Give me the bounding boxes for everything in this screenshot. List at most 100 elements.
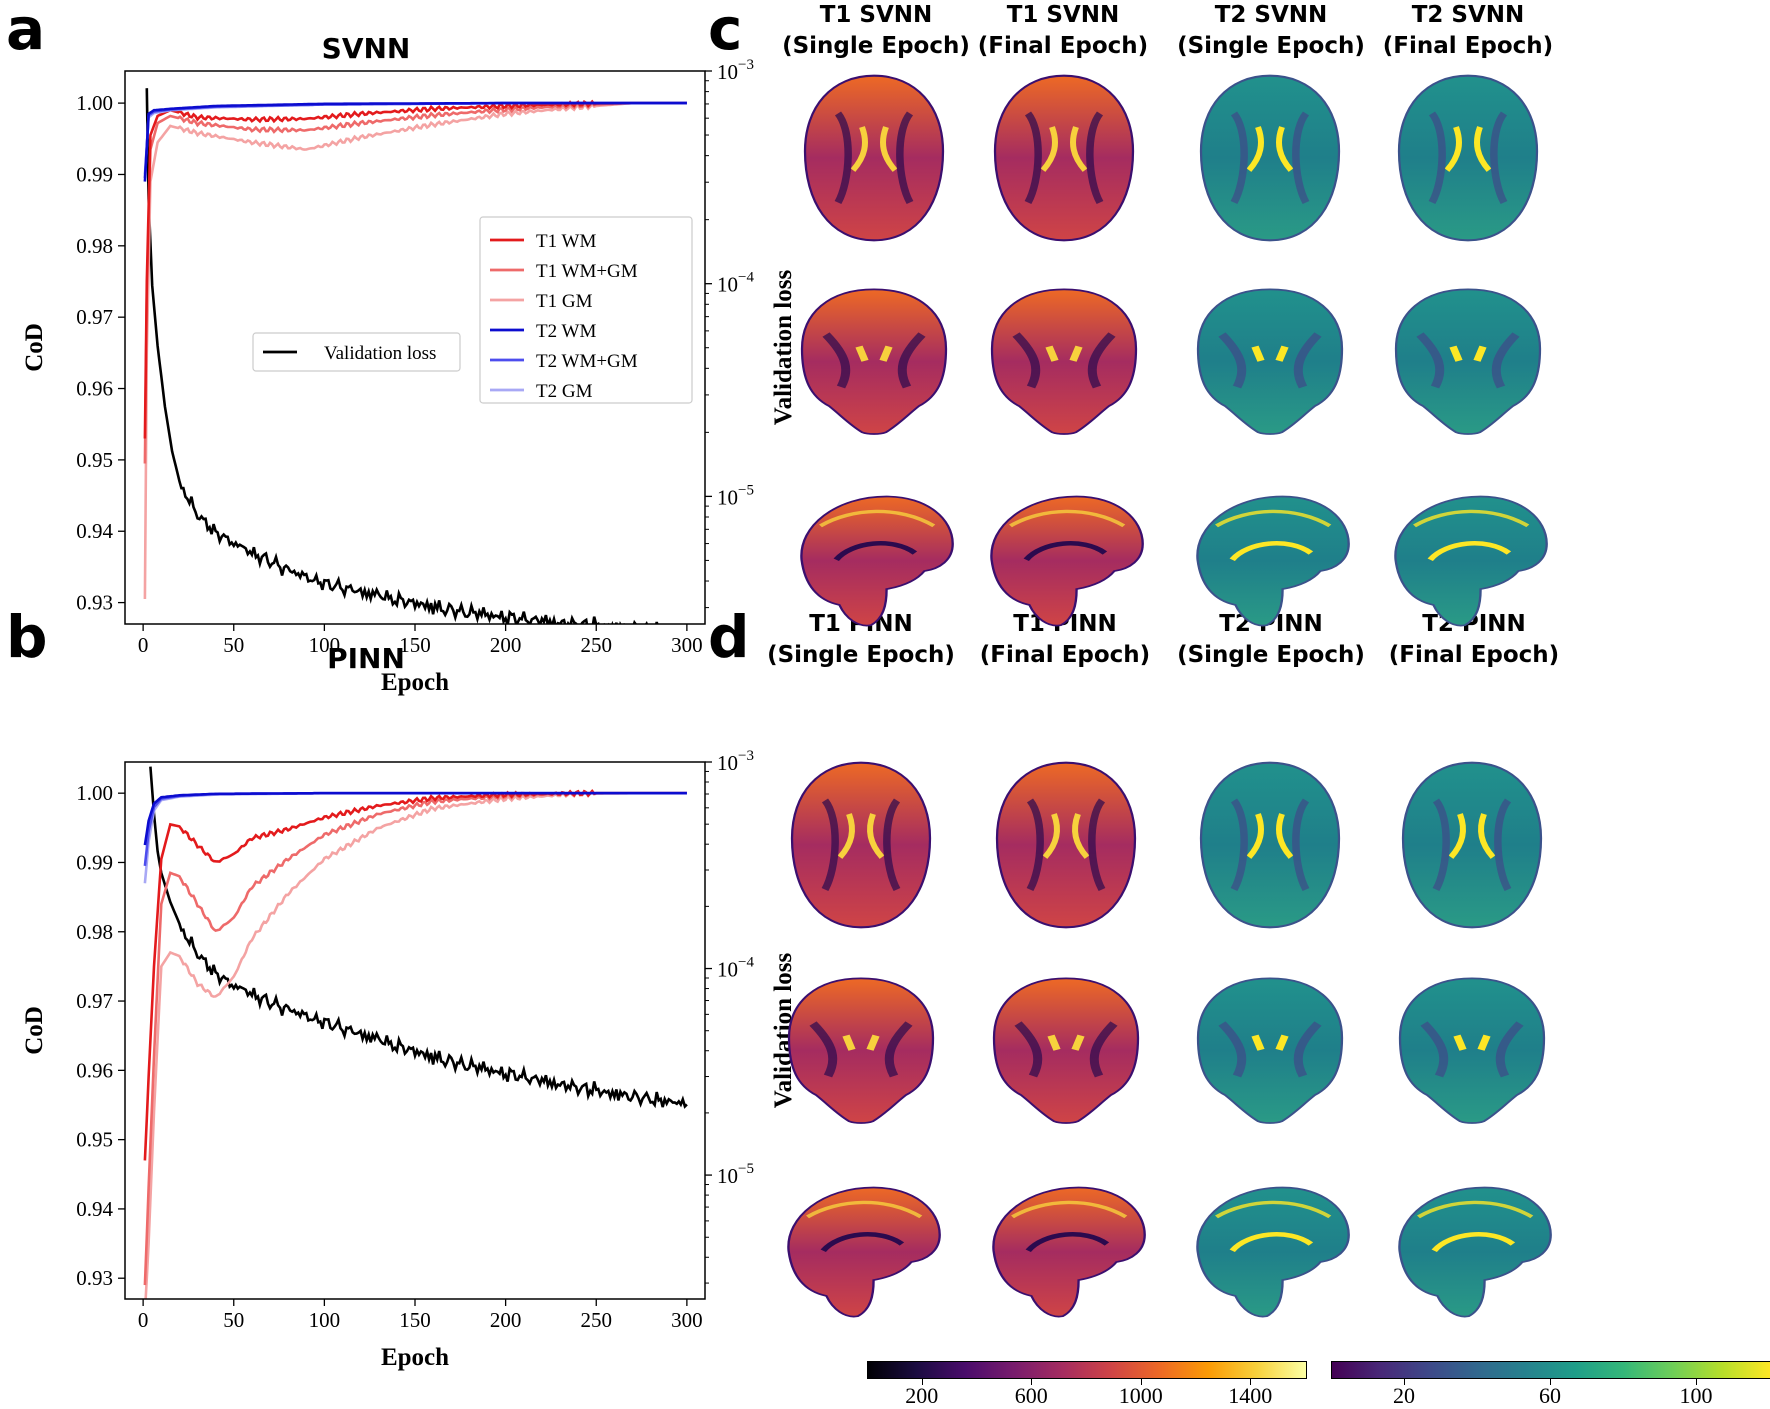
white-matter	[1420, 1021, 1524, 1078]
brain-tissue	[995, 761, 1137, 929]
corpus-callosum	[1025, 1232, 1110, 1253]
svnn-y2tick-exponent: −5	[738, 482, 754, 498]
svnn-ytick-label: 0.93	[76, 591, 113, 615]
column-header-c-1: T1 SVNN (Single Epoch)	[782, 2, 970, 59]
ventricle	[837, 813, 885, 859]
chart-title-pinn: PINN	[327, 642, 405, 675]
cbar-t1-tick-label: 1000	[1118, 1383, 1163, 1408]
svnn-legend-label-t2-gm: T2 GM	[536, 381, 593, 402]
svnn-ytick-label: 0.96	[76, 377, 113, 401]
corpus-callosum	[1431, 1232, 1516, 1253]
white-matter	[1230, 798, 1310, 892]
corpus-callosum	[1229, 1232, 1314, 1253]
panel-letter-d: d	[708, 603, 750, 671]
brain-map-d-2-sagittal	[992, 1186, 1146, 1318]
brain-map-d-2-coronal	[992, 977, 1140, 1124]
t2-colorbar	[1331, 1361, 1770, 1379]
brain-map-c-2-axial	[993, 74, 1135, 242]
chart-title-svnn: SVNN	[321, 32, 411, 65]
brain-tissue	[1196, 288, 1344, 435]
cortex	[806, 1200, 923, 1219]
column-header-c-3: T2 SVNN (Single Epoch)	[1177, 2, 1365, 59]
svnn-chart: 0 50 100 150 200 250 300 0.93 0.94 0.95 0.96 0.97 0.…	[21, 57, 797, 696]
brain-tissue	[992, 977, 1140, 1124]
brain-map-c-3-sagittal	[1196, 495, 1350, 627]
white-matter	[1026, 798, 1106, 892]
svnn-legend-label-t2-wm-gm: T2 WM+GM	[536, 351, 638, 372]
white-matter	[1014, 1021, 1118, 1078]
pinn-y2tick-label: 10−3	[717, 748, 754, 775]
pinn-y2tick-exponent: −5	[738, 1161, 754, 1177]
pinn-ytick-label: 0.98	[76, 920, 113, 944]
brain-tissue	[1394, 495, 1548, 627]
ventricle	[1251, 1034, 1289, 1051]
pinn-ytick-label: 0.96	[76, 1058, 113, 1082]
brain-tissue	[1401, 761, 1543, 929]
svnn-legend-label-t1-wm-gm: T1 WM+GM	[536, 261, 638, 282]
column-header-c-2: T1 SVNN (Final Epoch)	[977, 2, 1149, 59]
cbar-t1-tick-label: 600	[1014, 1383, 1048, 1408]
cbar-t2-tick-label: 100	[1679, 1383, 1713, 1408]
cbar-t1-tick-mark	[1140, 1379, 1142, 1385]
pinn-line-validation-loss	[149, 766, 688, 1109]
brain-tissue	[800, 495, 954, 627]
svnn-y2tick-label: 10−4	[717, 270, 754, 297]
brain-tissue	[1398, 1186, 1552, 1318]
brain-tissue	[787, 1186, 941, 1318]
svnn-ytick-label: 0.94	[76, 519, 113, 543]
svnn-ytick-label: 0.99	[76, 162, 113, 186]
cbar-t1-tick-label: 200	[905, 1383, 939, 1408]
svnn-legend-label-t2-wm: T2 WM	[536, 321, 596, 342]
white-matter	[822, 332, 926, 389]
svnn-ytick-label: 1.00	[76, 91, 113, 115]
brain-tissue	[1196, 495, 1350, 627]
column-header-d-3: T2 PINN (Single Epoch)	[1177, 611, 1365, 668]
ventricle	[1040, 126, 1088, 172]
pinn-xtick-label: 250	[581, 1308, 613, 1332]
svnn-xtick-label: 200	[490, 633, 522, 657]
cortex	[1011, 1200, 1128, 1219]
corpus-callosum	[1023, 541, 1108, 562]
pinn-xtick-label: 150	[399, 1308, 431, 1332]
pinn-ytick-label: 0.93	[76, 1266, 113, 1290]
svnn-y2label: Validation loss	[770, 270, 797, 426]
cbar-t1-tick-mark	[1250, 1379, 1252, 1385]
ventricle	[1246, 813, 1294, 859]
svnn-legend-label-t1-wm: T1 WM	[536, 231, 596, 252]
brain-map-d-1-axial	[790, 761, 932, 929]
white-matter	[1432, 798, 1512, 892]
svnn-xtick-label: 250	[581, 633, 613, 657]
pinn-ylabel: CoD	[21, 1006, 48, 1055]
brain-tissue	[1199, 761, 1341, 929]
brain-map-c-1-coronal	[800, 288, 948, 435]
brain-tissue	[1196, 977, 1344, 1124]
pinn-y2tick-exponent: −4	[738, 955, 754, 971]
brain-map-d-4-coronal	[1398, 977, 1546, 1124]
ventricle	[1045, 345, 1083, 362]
white-matter	[1428, 111, 1508, 205]
white-matter	[834, 111, 914, 205]
brain-map-d-1-coronal	[787, 977, 935, 1124]
ventricle	[1246, 126, 1294, 172]
brain-map-c-4-sagittal	[1394, 495, 1548, 627]
white-matter	[1218, 1021, 1322, 1078]
white-matter	[1416, 332, 1520, 389]
brain-tissue	[992, 1186, 1146, 1318]
svnn-y2tick-label: 10−3	[717, 57, 754, 84]
white-matter	[1012, 332, 1116, 389]
brain-map-c-1-axial	[803, 74, 945, 242]
svnn-xtick-label: 150	[399, 633, 431, 657]
white-matter	[1230, 111, 1310, 205]
brain-map-d-3-coronal	[1196, 977, 1344, 1124]
brain-tissue	[1199, 74, 1341, 242]
pinn-line-t1-wm-gm	[143, 789, 687, 1286]
cortex	[1215, 1200, 1332, 1219]
brain-map-c-1-sagittal	[800, 495, 954, 627]
t1-colorbar	[867, 1361, 1307, 1379]
pinn-ytick-label: 0.97	[76, 989, 113, 1013]
svnn-y2tick-label: 10−5	[717, 482, 754, 509]
svnn-line-t1-gm	[143, 101, 687, 600]
svnn-xtick-label: 0	[138, 633, 149, 657]
pinn-ytick-label: 0.99	[76, 850, 113, 874]
brain-tissue	[1394, 288, 1542, 435]
